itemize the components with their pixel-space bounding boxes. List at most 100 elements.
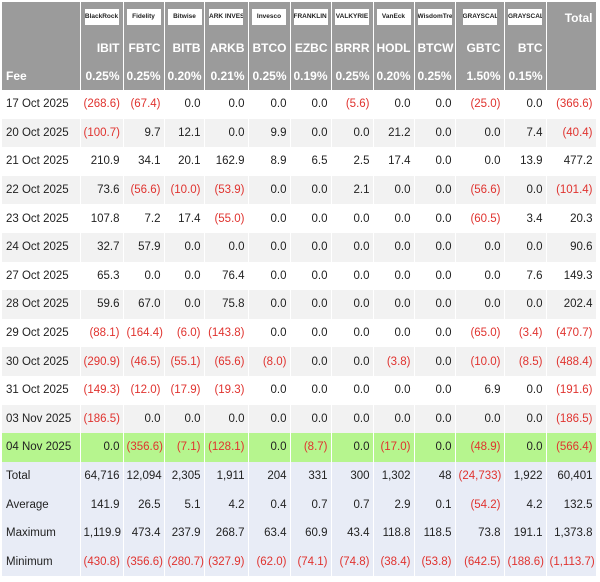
issuer-logo: FRANKLIN TEMPLETON <box>293 8 328 25</box>
issuer-logo: VALKYRIE <box>335 8 369 25</box>
logo-cell: WisdomTree <box>414 2 456 34</box>
flow-value: 0.0 <box>373 90 415 119</box>
flow-value: (19.3) <box>204 375 249 405</box>
flow-value: (1,113.7) <box>546 547 597 577</box>
flow-value: (38.4) <box>373 547 415 577</box>
flow-value: 0.0 <box>504 232 547 262</box>
summary-row-label: Total <box>2 461 81 491</box>
flow-value: (8.5) <box>504 347 547 376</box>
flow-value: (642.5) <box>455 547 505 577</box>
flow-value: 0.0 <box>164 261 205 291</box>
flow-value: 0.0 <box>248 375 291 405</box>
flow-value: 20.3 <box>546 204 597 233</box>
summary-row: Minimum (430.8) (356.6) (280.7) (327.9) (62.0… <box>2 547 597 577</box>
flow-value: (7.1) <box>164 433 205 462</box>
flow-value: (55.0) <box>204 204 249 233</box>
flow-value: 34.1 <box>123 147 165 176</box>
flow-value: 0.0 <box>290 290 332 319</box>
flow-value: 0.0 <box>248 232 291 262</box>
fee: 0.25% <box>248 62 291 90</box>
flow-value: 48 <box>414 461 456 491</box>
day-row-label: 22 Oct 2025 <box>2 175 81 205</box>
flow-value: 0.1 <box>414 490 456 519</box>
flow-value: 191.1 <box>504 518 547 548</box>
flow-value: 1,911 <box>204 461 249 491</box>
flow-value: (55.1) <box>164 347 205 376</box>
flow-value: 0.0 <box>331 290 374 319</box>
flow-value: 6.9 <box>455 375 505 405</box>
flow-value: (46.5) <box>123 347 165 376</box>
flow-value: (53.9) <box>204 175 249 205</box>
flow-value: 141.9 <box>80 490 124 519</box>
ticker: BTC <box>504 34 547 62</box>
flow-value: 210.9 <box>80 147 124 176</box>
flow-value: 9.7 <box>123 118 165 148</box>
flow-value: 8.9 <box>248 147 291 176</box>
flow-value: 9.9 <box>248 118 291 148</box>
flow-value: 237.9 <box>164 518 205 548</box>
fee: 1.50% <box>455 62 505 90</box>
day-row-label: 23 Oct 2025 <box>2 204 81 233</box>
day-row-label: 28 Oct 2025 <box>2 290 81 319</box>
logo-cell: VanEck <box>373 2 415 34</box>
logo-cell: Invesco <box>248 2 291 34</box>
day-row: 29 Oct 2025 (88.1) (164.4) (6.0) (143.8) 0.0 0… <box>2 318 597 348</box>
flow-value: 477.2 <box>546 147 597 176</box>
flow-value: (268.6) <box>80 90 124 119</box>
flow-value: (566.4) <box>546 433 597 462</box>
flow-value: 0.0 <box>504 90 547 119</box>
flow-value: 0.0 <box>204 232 249 262</box>
flow-value: 90.6 <box>546 232 597 262</box>
ticker: ARKB <box>204 34 249 62</box>
flow-value: (62.0) <box>248 547 291 577</box>
flow-value: 4.2 <box>204 490 249 519</box>
flow-value: 0.0 <box>414 261 456 291</box>
flow-value: 0.0 <box>455 261 505 291</box>
flow-value: 268.7 <box>204 518 249 548</box>
flow-value: 59.6 <box>80 290 124 319</box>
day-row: 03 Nov 2025 (186.5) 0.0 0.0 0.0 0.0 0.0 0.0 0.0 0… <box>2 404 597 434</box>
day-row: 30 Oct 2025 (290.9) (46.5) (55.1) (65.6) (8.0… <box>2 347 597 376</box>
flow-value: (430.8) <box>80 547 124 577</box>
flow-value: (65.6) <box>204 347 249 376</box>
flow-value: 0.0 <box>331 232 374 262</box>
flow-value: 0.0 <box>455 118 505 148</box>
flow-value: 64,716 <box>80 461 124 491</box>
flow-value: 73.6 <box>80 175 124 205</box>
day-row: 31 Oct 2025 (149.3) (12.0) (17.9) (19.3) 0.0 0… <box>2 375 597 405</box>
flow-value: 0.0 <box>414 318 456 348</box>
flow-value: 3.4 <box>504 204 547 233</box>
flow-value: 0.0 <box>331 261 374 291</box>
ticker: BTCW <box>414 34 456 62</box>
day-row-label: 21 Oct 2025 <box>2 147 81 176</box>
logo-cell: ARK INVEST <box>204 2 249 34</box>
flow-value: 300 <box>331 461 374 491</box>
flow-value: 118.5 <box>414 518 456 548</box>
flow-value: (101.4) <box>546 175 597 205</box>
flow-value: (8.7) <box>290 433 332 462</box>
flow-value: 0.0 <box>414 118 456 148</box>
flow-value: (143.8) <box>204 318 249 348</box>
ticker: BRRR <box>331 34 374 62</box>
ticker: BTCO <box>248 34 291 62</box>
flow-value: (10.0) <box>164 175 205 205</box>
flow-value: 7.6 <box>504 261 547 291</box>
corner-cell <box>2 2 81 34</box>
flow-value: 162.9 <box>204 147 249 176</box>
day-row-label: 03 Nov 2025 <box>2 404 81 434</box>
issuer-logo: Fidelity <box>126 8 161 25</box>
flow-value: 57.9 <box>123 232 165 262</box>
flow-value: 0.0 <box>504 290 547 319</box>
day-row-label: 04 Nov 2025 <box>2 433 81 462</box>
flow-value: 0.0 <box>414 204 456 233</box>
day-row-label: 30 Oct 2025 <box>2 347 81 376</box>
flow-value: 0.0 <box>248 261 291 291</box>
flow-value: 0.0 <box>414 147 456 176</box>
flow-value: (17.9) <box>164 375 205 405</box>
flow-value: (60.5) <box>455 204 505 233</box>
flow-value: 0.0 <box>123 404 165 434</box>
flow-value: (356.6) <box>123 433 165 462</box>
flow-value: 0.0 <box>373 404 415 434</box>
issuer-logo: ARK INVEST <box>209 8 243 25</box>
flow-value: 107.8 <box>80 204 124 233</box>
